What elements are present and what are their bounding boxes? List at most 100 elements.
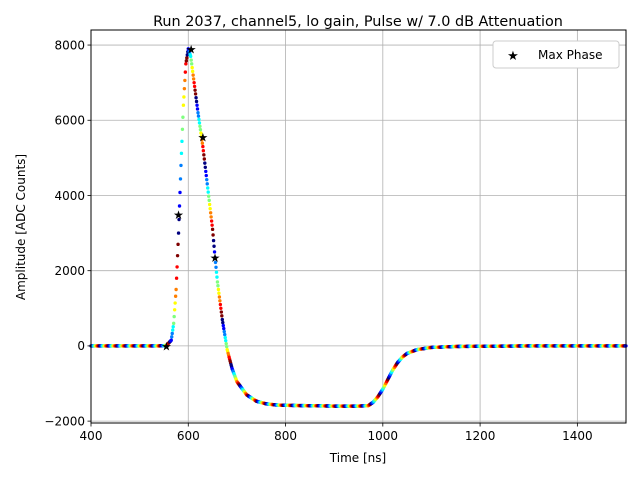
- x-tick-label: 800: [274, 429, 297, 443]
- y-tick-label: 4000: [54, 189, 85, 203]
- pulse-point: [184, 59, 189, 63]
- pulse-point: [219, 310, 224, 314]
- y-tick-label: 2000: [54, 264, 85, 278]
- pulse-point: [212, 250, 217, 254]
- x-axis-label: Time [ns]: [329, 451, 386, 465]
- max-phase-series: ★ ★ ★ ★ ★: [161, 42, 220, 353]
- y-tick-label: 0: [77, 339, 85, 353]
- pulse-point: [206, 190, 210, 194]
- pulse-point: [207, 194, 211, 198]
- pulse-point: [216, 287, 221, 292]
- pulse-point: [198, 127, 203, 132]
- pulse-point: [179, 151, 184, 156]
- pulse-point: [195, 103, 199, 107]
- legend-label-max-phase: Max Phase: [538, 48, 602, 62]
- pulse-point: [205, 177, 209, 182]
- pulse-point: [216, 284, 220, 288]
- max-phase-point: ★: [173, 208, 184, 222]
- pulse-point: [223, 335, 227, 340]
- pulse-point: [197, 121, 202, 125]
- x-tick-label: 1200: [465, 429, 496, 443]
- pulse-point: [220, 317, 225, 322]
- pulse-point: [217, 295, 222, 299]
- pulse-point: [201, 149, 206, 153]
- y-tick-label: 8000: [54, 38, 85, 52]
- pulse-point: [175, 265, 179, 269]
- pulse-point: [194, 95, 198, 100]
- pulse-point: [200, 138, 204, 142]
- pulse-point: [185, 56, 189, 60]
- pulse-point: [208, 211, 213, 215]
- pulse-point: [206, 186, 210, 190]
- max-phase-point: ★: [161, 339, 172, 353]
- pulse-point: [211, 238, 216, 243]
- pulse-point: [171, 328, 175, 332]
- pulse-point: [180, 127, 185, 131]
- pulse-point: [211, 233, 215, 237]
- pulse-point: [220, 314, 224, 318]
- pulse-point: [201, 144, 205, 149]
- pulse-point: [172, 308, 177, 312]
- pulse-point: [173, 301, 177, 305]
- pulse-point: [202, 153, 206, 157]
- y-axis-label: Amplitude [ADC Counts]: [14, 154, 28, 300]
- pulse-point: [181, 115, 185, 119]
- pulse-point: [173, 294, 178, 298]
- chart-title: Run 2037, channel5, lo gain, Pulse w/ 7.…: [153, 14, 563, 30]
- pulse-point: [203, 165, 207, 169]
- pulse-point: [172, 314, 176, 319]
- x-axis: 400 600 800 1000 1200 1400: [80, 423, 593, 443]
- pulse-point: [176, 242, 180, 247]
- pulse-point: [204, 169, 208, 174]
- pulse-point: [192, 84, 197, 89]
- pulse-point: [189, 54, 193, 59]
- pulse-point: [190, 65, 194, 70]
- pulse-point: [183, 78, 187, 83]
- x-tick-label: 1400: [562, 429, 593, 443]
- plot-frame: [90, 29, 627, 424]
- grid: [90, 30, 626, 423]
- pulse-point: [207, 198, 211, 203]
- pulse-point: [177, 217, 181, 222]
- pulse-point: [180, 139, 184, 144]
- pulse-point: [218, 299, 222, 303]
- pulse-point: [193, 92, 198, 96]
- pulse-point: [177, 204, 182, 208]
- pulse-point: [169, 338, 173, 342]
- pulse-point: [225, 344, 229, 349]
- pulse-series: [89, 47, 628, 408]
- pulse-point: [171, 325, 175, 329]
- pulse-point: [191, 77, 196, 81]
- pulse-point: [174, 287, 178, 292]
- pulse-point: [214, 265, 218, 269]
- pulse-point: [193, 88, 197, 92]
- pulse-point: [198, 124, 202, 128]
- pulse-point: [210, 223, 214, 227]
- y-axis: −2000 0 2000 4000 6000 8000: [44, 38, 91, 428]
- pulse-point: [197, 117, 201, 122]
- pulse-point: [196, 111, 200, 115]
- pulse-point: [189, 62, 194, 66]
- pulse-point: [183, 70, 188, 74]
- pulse-point: [205, 182, 209, 186]
- y-tick-label: 6000: [54, 114, 85, 128]
- pulse-point: [171, 321, 176, 326]
- pulse-point: [222, 326, 226, 331]
- x-tick-label: 1000: [368, 429, 399, 443]
- pulse-point: [224, 338, 228, 343]
- pulse-point: [185, 53, 189, 57]
- pulse-point: [181, 103, 186, 107]
- pulse-point: [199, 134, 204, 139]
- pulse-point: [209, 219, 214, 223]
- pulse-point: [179, 163, 183, 168]
- pulse-point: [207, 202, 212, 207]
- pulse-point: [178, 190, 182, 195]
- pulse-point: [213, 260, 218, 265]
- legend-box: [492, 40, 620, 69]
- pulse-point: [182, 95, 186, 99]
- legend-star-icon: ★: [507, 49, 519, 64]
- pulse-point: [194, 99, 199, 104]
- pulse-point: [191, 73, 195, 77]
